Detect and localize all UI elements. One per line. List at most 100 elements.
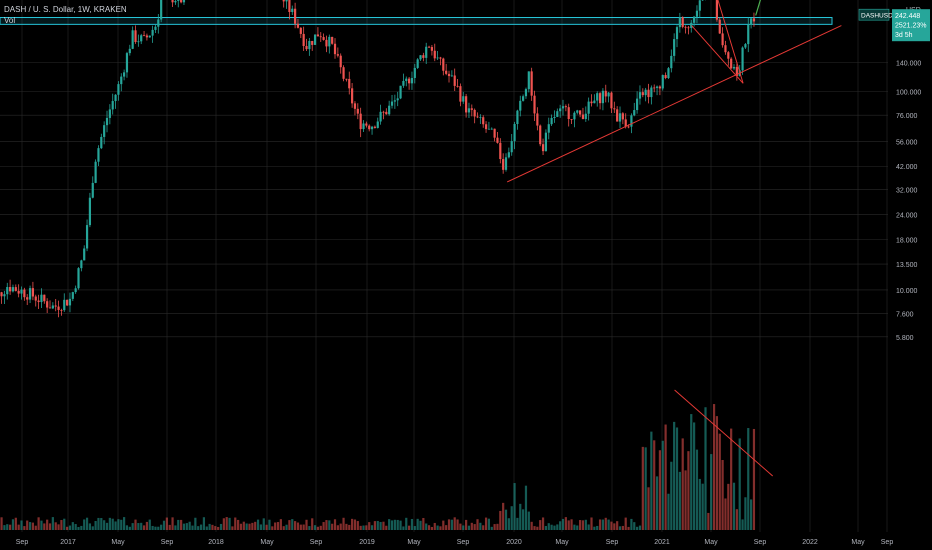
volume-bar bbox=[664, 424, 667, 530]
volume-bar bbox=[579, 520, 582, 530]
candle-body bbox=[83, 248, 86, 261]
y-tick-label: 56.000 bbox=[896, 139, 918, 146]
candle-body bbox=[103, 125, 106, 137]
volume-bar bbox=[202, 517, 206, 530]
candle-body bbox=[351, 88, 354, 104]
candle-body bbox=[490, 128, 493, 130]
volume-bar bbox=[137, 523, 140, 530]
price-axis[interactable]: 140.000 100.000 76.000 56.000 42.000 32.000 24… bbox=[896, 7, 921, 342]
volume-bar bbox=[282, 526, 285, 530]
volume-bar bbox=[684, 470, 687, 530]
candle-body bbox=[530, 71, 533, 96]
volume-bar bbox=[701, 483, 704, 530]
candle-body bbox=[547, 124, 550, 133]
volume-bar bbox=[695, 449, 699, 530]
volume-bar bbox=[9, 524, 12, 530]
candle-body bbox=[71, 292, 74, 299]
volume-bar bbox=[524, 485, 528, 530]
candle-body bbox=[177, 0, 180, 1]
y-tick-label: 24.000 bbox=[896, 212, 918, 219]
candle-body bbox=[282, 0, 285, 2]
candle-body bbox=[633, 110, 636, 116]
candle-body bbox=[541, 144, 545, 152]
candle-body bbox=[17, 290, 20, 294]
candle-body bbox=[695, 10, 699, 17]
volume-bar bbox=[331, 523, 334, 530]
x-tick-label: May bbox=[111, 539, 125, 546]
candle-body bbox=[430, 47, 434, 51]
x-tick-label: Sep bbox=[161, 539, 174, 546]
candle-body bbox=[658, 86, 662, 89]
candle-body bbox=[450, 75, 453, 77]
volume-bar bbox=[105, 522, 109, 530]
volume-bar bbox=[294, 521, 297, 530]
volume-bar bbox=[302, 524, 305, 530]
candle-body bbox=[9, 287, 12, 292]
volume-bar bbox=[57, 524, 60, 530]
volume-bar bbox=[285, 524, 288, 530]
candle-body bbox=[442, 58, 445, 71]
y-tick-label: 32.000 bbox=[896, 188, 918, 195]
volume-bar bbox=[487, 518, 491, 530]
candle-body bbox=[339, 55, 342, 68]
volume-bar bbox=[536, 526, 539, 530]
volume-bar bbox=[613, 523, 616, 530]
candle-body bbox=[311, 40, 314, 45]
x-tick-label: 2021 bbox=[654, 539, 670, 546]
volume-bar bbox=[362, 525, 365, 530]
volume-bar bbox=[48, 523, 52, 530]
volume-bar bbox=[271, 526, 274, 530]
volume-bar bbox=[598, 519, 602, 530]
volume-bar bbox=[160, 524, 163, 530]
volume-bar bbox=[698, 478, 701, 530]
candle-body bbox=[100, 136, 103, 149]
candle-body bbox=[536, 113, 539, 126]
candle-body bbox=[727, 52, 730, 59]
candle-body bbox=[598, 93, 602, 104]
candle-body bbox=[26, 297, 29, 300]
volume-bar bbox=[752, 428, 756, 530]
volume-bar bbox=[319, 525, 322, 530]
volume-bar bbox=[248, 523, 251, 530]
volume-bar bbox=[584, 519, 587, 530]
trendline bbox=[674, 389, 774, 477]
candle-body bbox=[85, 225, 89, 249]
volume-bar bbox=[231, 526, 234, 530]
volume-bar bbox=[23, 526, 26, 530]
candle-body bbox=[507, 152, 510, 158]
volume-bar bbox=[379, 521, 382, 530]
volume-bar bbox=[208, 523, 211, 530]
volume-bar bbox=[402, 526, 405, 530]
volume-bar bbox=[650, 431, 653, 530]
volume-bar bbox=[291, 519, 294, 530]
x-tick-label: Sep bbox=[881, 539, 894, 546]
volume-bar bbox=[744, 497, 747, 530]
volume-bar bbox=[382, 521, 385, 530]
volume-bar bbox=[245, 523, 248, 530]
volume-bar bbox=[644, 447, 647, 530]
volume-bar bbox=[576, 525, 579, 530]
candle-body bbox=[105, 117, 109, 126]
candle-body bbox=[465, 96, 468, 113]
x-tick-label: Sep bbox=[310, 539, 323, 546]
volume-bar bbox=[299, 524, 302, 530]
candle-body bbox=[470, 108, 473, 110]
candle-body bbox=[331, 36, 334, 44]
candle-body bbox=[362, 123, 365, 130]
volume-bar bbox=[553, 525, 556, 530]
candle-body bbox=[171, 0, 174, 3]
volume-bar bbox=[142, 525, 146, 530]
volume-bar bbox=[627, 526, 630, 530]
candle-body bbox=[48, 307, 52, 309]
volume-bar bbox=[242, 521, 245, 530]
volume-bar bbox=[63, 518, 66, 530]
y-tick-label: 140.000 bbox=[896, 61, 921, 68]
y-tick-label: 10.000 bbox=[896, 288, 918, 295]
volume-bar bbox=[177, 519, 180, 530]
candle-body bbox=[145, 35, 149, 38]
time-axis[interactable]: Sep 2017 May Sep 2018 May Sep 2019 May Sep 2020 May… bbox=[16, 539, 894, 546]
volume-bar bbox=[128, 526, 131, 530]
candle-body bbox=[108, 109, 111, 118]
volume-bar bbox=[114, 521, 117, 530]
